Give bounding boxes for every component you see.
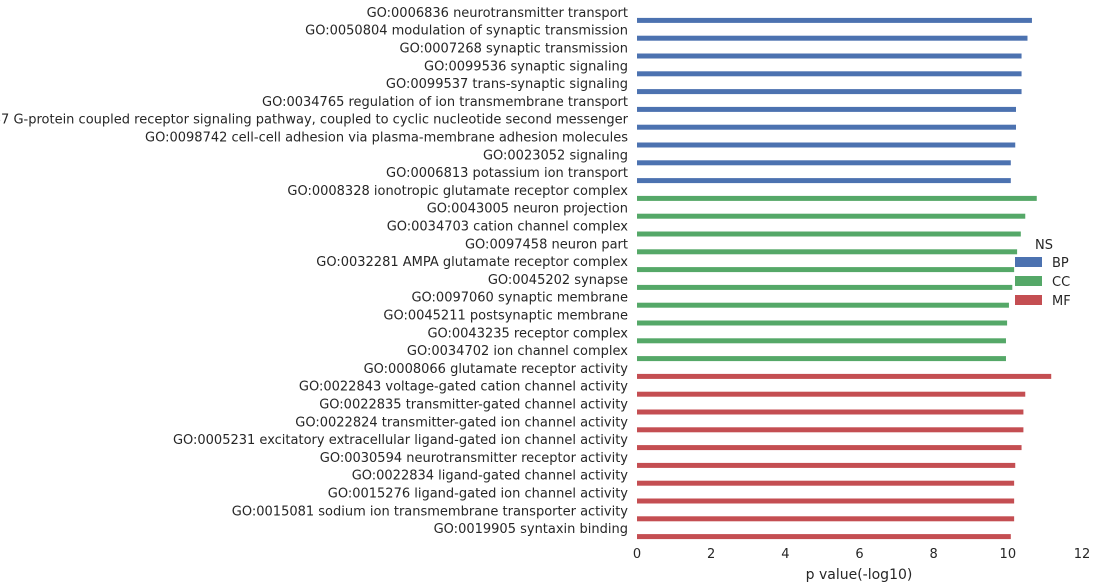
category-label: GO:0099537 trans-synaptic signaling <box>386 77 628 92</box>
bar-mf <box>637 373 1052 379</box>
bar-mf <box>637 534 1011 540</box>
bar-cc <box>637 302 1009 308</box>
x-tick-label: 2 <box>707 547 715 562</box>
category-label: GO:0023052 signaling <box>483 148 628 163</box>
legend-swatch-bp <box>1015 257 1042 267</box>
category-label: GO:0006836 neurotransmitter transport <box>367 6 628 21</box>
category-label: GO:0022834 ligand-gated channel activity <box>352 469 629 484</box>
category-label: GO:0034765 regulation of ion transmembra… <box>262 95 628 110</box>
bar-cc <box>637 213 1026 219</box>
bar-bp <box>637 124 1016 130</box>
category-label: GO:0007268 synaptic transmission <box>400 42 628 57</box>
bar-mf <box>637 462 1016 468</box>
category-label: GO:0034702 ion channel complex <box>407 344 628 359</box>
category-label: GO:0045211 postsynaptic membrane <box>383 309 628 324</box>
bar-cc <box>637 356 1006 362</box>
x-tick-label: 4 <box>781 547 789 562</box>
category-label: GO:0043005 neuron projection <box>427 202 628 217</box>
category-label: GO:0045202 synapse <box>488 273 628 288</box>
category-label: GO:0008066 glutamate receptor activity <box>364 362 629 377</box>
x-tick-label: 12 <box>1074 547 1091 562</box>
legend-title: NS <box>1035 238 1053 253</box>
legend-label-cc: CC <box>1052 275 1070 290</box>
bar-bp <box>637 35 1028 41</box>
bar-mf <box>637 516 1015 522</box>
bar-mf <box>637 409 1024 415</box>
category-label: GO:0015276 ligand-gated ion channel acti… <box>328 487 629 502</box>
bar-cc <box>637 267 1015 273</box>
x-tick-label: 6 <box>855 547 863 562</box>
category-label: GO:0019905 syntaxin binding <box>434 522 628 537</box>
x-tick-label: 8 <box>930 547 938 562</box>
x-axis-ticks: 0 2 4 6 8 10 12 <box>633 547 1090 562</box>
bar-mf <box>637 480 1015 486</box>
category-label: GO:0030594 neurotransmitter receptor act… <box>320 451 629 466</box>
category-label: GO:0006813 potassium ion transport <box>386 166 628 181</box>
legend-swatch-cc <box>1015 276 1042 286</box>
category-label: GO:0043235 receptor complex <box>427 326 628 341</box>
bar-cc <box>637 231 1021 237</box>
category-label: GO:0099536 synaptic signaling <box>424 59 628 74</box>
x-tick-label: 0 <box>633 547 641 562</box>
category-label: GO:0022824 transmitter-gated ion channel… <box>295 415 628 430</box>
category-label: GO:0032281 AMPA glutamate receptor compl… <box>316 255 628 270</box>
legend: NS BP CC MF <box>1015 238 1071 309</box>
bar-mf <box>637 427 1024 433</box>
bar-bp <box>637 106 1016 112</box>
category-label: GO:0097060 synaptic membrane <box>411 291 628 306</box>
bar-bp <box>637 71 1022 77</box>
bar-mf <box>637 391 1026 397</box>
bar-bp <box>637 89 1022 95</box>
x-tick-label: 10 <box>1000 547 1017 562</box>
category-label: GO:0022843 voltage-gated cation channel … <box>299 380 628 395</box>
bar-cc <box>637 195 1037 201</box>
bars <box>637 17 1052 540</box>
bar-bp <box>637 178 1011 184</box>
bar-bp <box>637 142 1016 148</box>
bar-mf <box>637 445 1022 451</box>
bar-bp <box>637 53 1022 59</box>
category-label: GO:0022835 transmitter-gated channel act… <box>319 398 628 413</box>
legend-label-mf: MF <box>1052 294 1071 309</box>
category-label: GO:0050804 modulation of synaptic transm… <box>305 24 628 39</box>
legend-swatch-mf <box>1015 295 1042 305</box>
category-label: GO:0034703 cation channel complex <box>387 220 629 235</box>
bar-bp <box>637 17 1032 23</box>
bar-cc <box>637 284 1013 290</box>
category-label: GO:0008328 ionotropic glutamate receptor… <box>287 184 628 199</box>
category-label: GO:0098742 cell-cell adhesion via plasma… <box>145 131 628 146</box>
bar-bp <box>637 160 1011 166</box>
bar-cc <box>637 249 1018 255</box>
bar-mf <box>637 498 1015 504</box>
category-label: GO:0005231 excitatory extracellular liga… <box>173 433 628 448</box>
legend-label-bp: BP <box>1052 256 1069 271</box>
category-labels: GO:0006836 neurotransmitter transport GO:… <box>0 6 629 537</box>
bar-cc <box>637 338 1006 344</box>
category-label: GO:0097458 neuron part <box>465 237 628 252</box>
x-axis-label: p value(-log10) <box>806 567 913 583</box>
category-label: GO:0007187 G-protein coupled receptor si… <box>0 113 629 128</box>
bar-cc <box>637 320 1008 326</box>
category-label: GO:0015081 sodium ion transmembrane tran… <box>232 504 628 519</box>
